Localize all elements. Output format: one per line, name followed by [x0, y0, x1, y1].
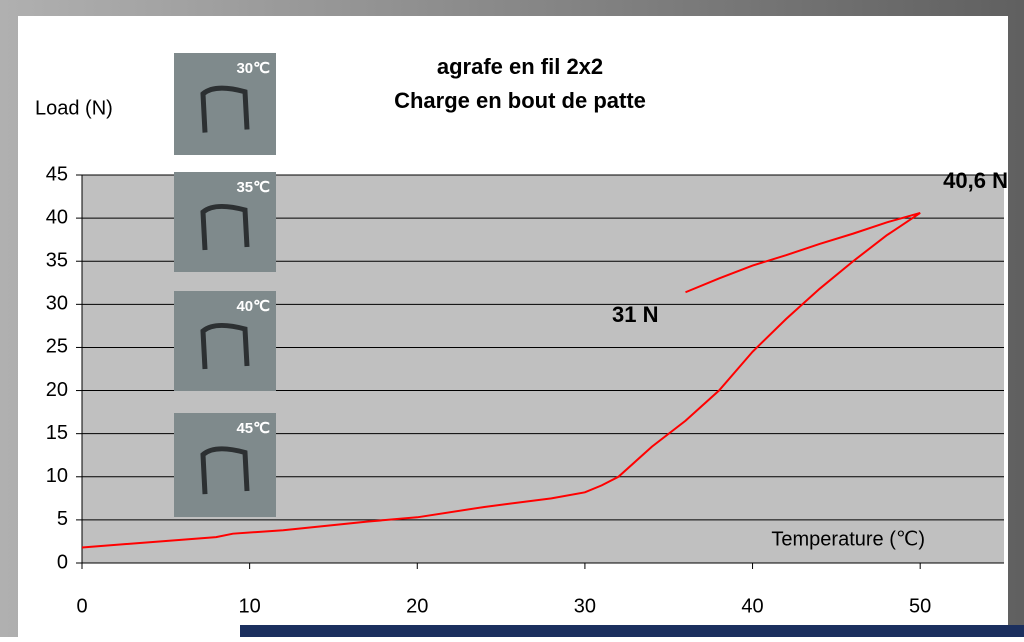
photo-label: 30℃: [236, 60, 270, 77]
y-tick-label: 30: [46, 293, 68, 315]
slide: agrafe en fil 2x2 Charge en bout de patt…: [0, 0, 1024, 637]
x-tick-label: 50: [909, 595, 931, 617]
x-axis-label: Temperature (℃): [771, 528, 925, 550]
y-tick-label: 5: [57, 508, 68, 530]
chart-subtitle: Charge en bout de patte: [394, 88, 646, 113]
y-tick-label: 45: [46, 163, 68, 185]
y-tick-label: 35: [46, 250, 68, 272]
chart-title: agrafe en fil 2x2: [437, 54, 603, 79]
y-tick-label: 15: [46, 422, 68, 444]
y-tick-label: 10: [46, 465, 68, 487]
annotation: 31 N: [612, 302, 658, 327]
x-tick-label: 10: [239, 595, 261, 617]
y-tick-label: 40: [46, 206, 68, 228]
x-tick-label: 0: [76, 595, 87, 617]
y-tick-label: 20: [46, 379, 68, 401]
photo-label: 45℃: [236, 420, 270, 437]
annotation: 40,6 N: [943, 168, 1008, 193]
y-tick-label: 25: [46, 336, 68, 358]
photo-label: 35℃: [236, 179, 270, 196]
x-tick-label: 20: [406, 595, 428, 617]
x-tick-label: 30: [574, 595, 596, 617]
x-tick-label: 40: [741, 595, 763, 617]
y-tick-label: 0: [57, 551, 68, 573]
photo-label: 40℃: [236, 298, 270, 315]
y-axis-label: Load (N): [35, 97, 113, 119]
footer-bar: [240, 625, 1024, 637]
